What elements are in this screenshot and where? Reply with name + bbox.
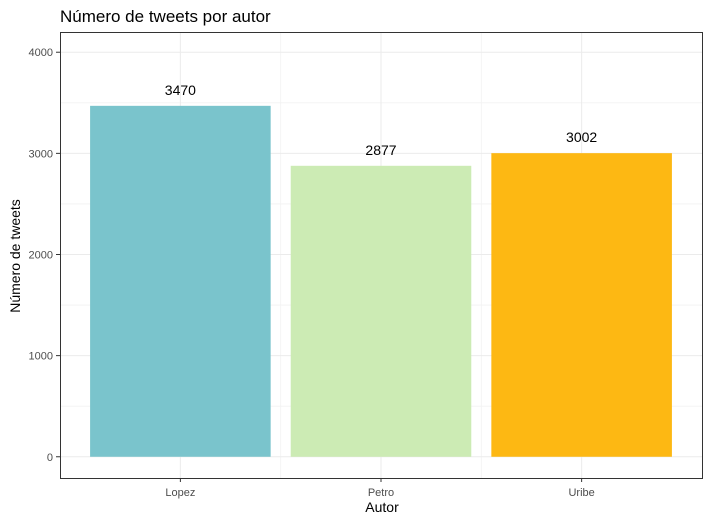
bar-petro [290, 165, 472, 457]
chart-title: Número de tweets por autor [60, 7, 271, 26]
y-tick-label: 0 [47, 452, 53, 464]
y-tick-label: 3000 [29, 148, 53, 160]
x-tick-label: Uribe [568, 487, 594, 499]
x-tick-label: Petro [368, 487, 394, 499]
bars [90, 105, 672, 457]
y-tick-label: 2000 [29, 249, 53, 261]
x-axis-title: Autor [365, 499, 399, 515]
x-tick-label: Lopez [165, 487, 195, 499]
y-axis-title: Número de tweets [7, 199, 23, 313]
bar-value-label: 3470 [165, 82, 196, 98]
y-axis: 0 1000 2000 3000 4000 [29, 47, 60, 464]
bar-uribe [491, 153, 672, 457]
bar-lopez [90, 105, 271, 457]
bar-value-labels: 3470 2877 3002 [165, 82, 598, 158]
y-tick-label: 1000 [29, 351, 53, 363]
bar-value-label: 3002 [566, 129, 597, 145]
bar-value-label: 2877 [365, 142, 396, 158]
y-tick-label: 4000 [29, 47, 53, 59]
x-axis: Lopez Petro Uribe [165, 478, 595, 499]
